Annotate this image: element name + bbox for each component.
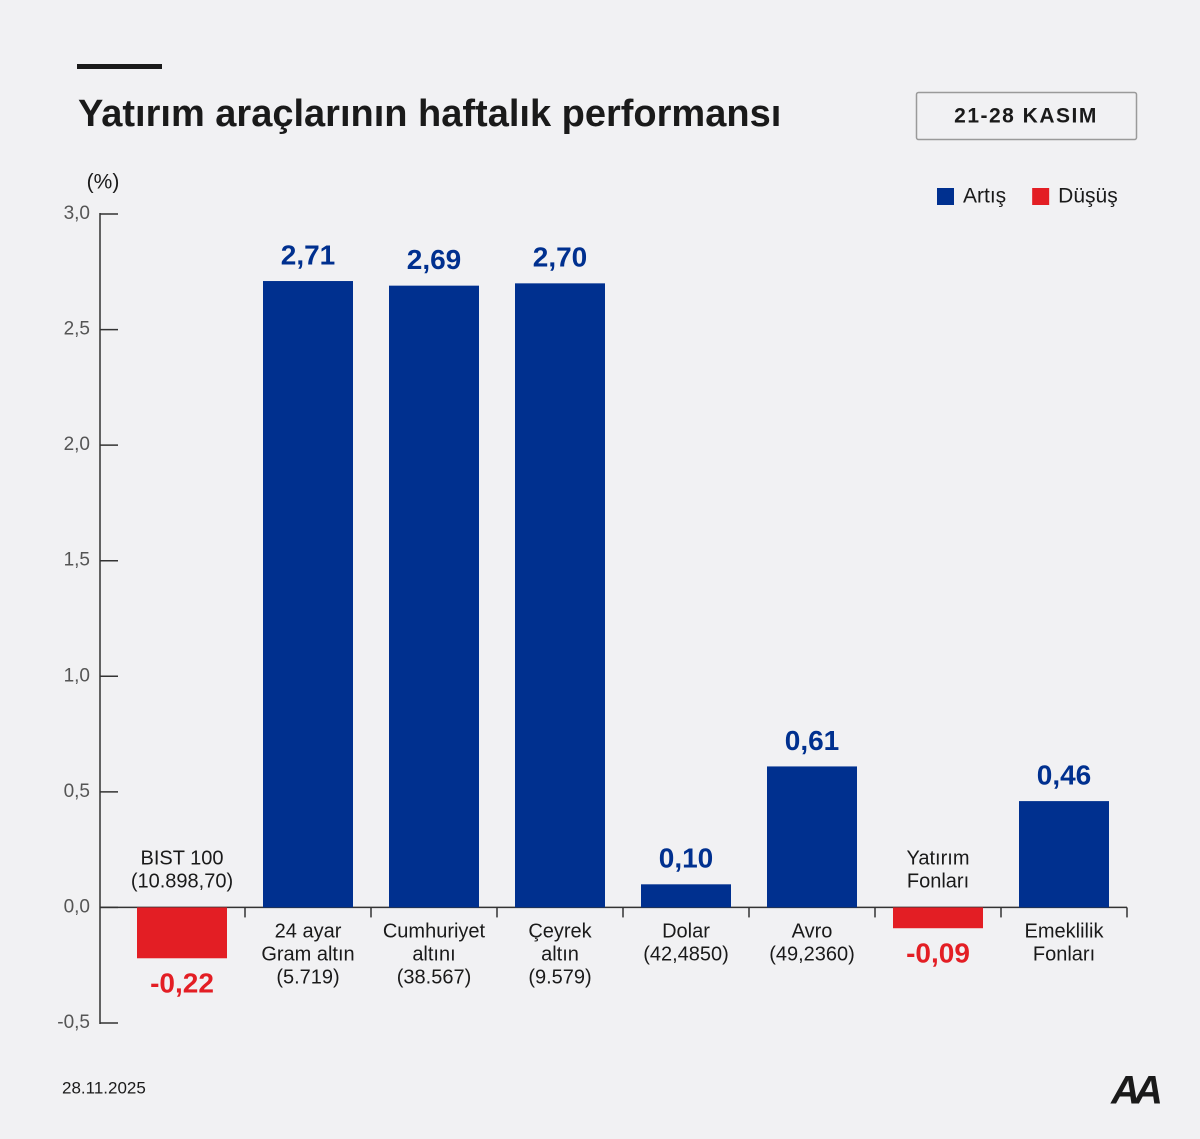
x-tick-label: Fonları (907, 871, 969, 893)
legend-swatch (937, 188, 954, 205)
x-tick-label: (10.898,70) (131, 871, 233, 893)
y-tick-label: 1,5 (64, 550, 90, 571)
bar (515, 283, 605, 908)
legend-label: Düşüş (1058, 185, 1118, 208)
bar (389, 285, 479, 908)
y-tick-label: 0,0 (64, 896, 90, 917)
legend-label: Artış (963, 185, 1006, 208)
legend-swatch (1032, 188, 1050, 205)
x-tick-label: (5.719) (276, 967, 339, 989)
bar (893, 907, 983, 929)
logo: AA (1110, 1069, 1160, 1113)
x-tick-label: Gram altın (261, 944, 354, 966)
x-tick-label: altın (541, 944, 579, 966)
x-tick-label: 24 ayar (275, 921, 342, 943)
value-label: 0,46 (1037, 759, 1092, 790)
y-tick-label: 1,0 (64, 665, 90, 686)
value-label: 0,61 (785, 725, 840, 756)
x-tick-label: Avro (792, 921, 833, 943)
x-tick-label: (42,4850) (643, 944, 729, 966)
x-tick-label: Yatırım (907, 848, 970, 870)
bar (1019, 801, 1109, 908)
value-label: 2,69 (407, 244, 462, 275)
value-label: -0,22 (150, 968, 214, 999)
x-tick-label: Fonları (1033, 944, 1095, 966)
bar (641, 884, 731, 908)
x-tick-label: BIST 100 (140, 848, 223, 870)
date: 28.11.2025 (62, 1078, 146, 1097)
value-label: 2,71 (281, 239, 336, 270)
value-label: 2,70 (533, 242, 588, 273)
value-label: 0,10 (659, 843, 714, 874)
title-dash (77, 64, 162, 69)
x-tick-label: (9.579) (528, 967, 591, 989)
x-tick-label: (49,2360) (769, 944, 855, 966)
y-tick-label: 3,0 (64, 203, 90, 224)
x-tick-label: Çeyrek (528, 921, 592, 943)
x-tick-label: (38.567) (397, 967, 472, 989)
y-tick-label: 2,0 (64, 434, 90, 455)
badge-box (915, 91, 1138, 141)
y-tick-label: -0,5 (57, 1012, 90, 1033)
x-tick-label: altını (412, 944, 455, 966)
chart-title: Yatırım araçlarının haftalık performansı (78, 93, 781, 135)
value-label: -0,09 (906, 938, 970, 969)
bar (767, 766, 857, 908)
y-tick-label: 0,5 (64, 781, 90, 802)
x-tick-label: Cumhuriyet (383, 921, 486, 943)
badge: 21-28 KASIM (954, 105, 1098, 128)
y-tick-label: 2,5 (64, 319, 90, 340)
x-tick-label: Emeklilik (1025, 921, 1105, 943)
y-unit: (%) (87, 171, 120, 194)
bar (137, 907, 227, 959)
x-tick-label: Dolar (662, 921, 710, 943)
bar (263, 281, 353, 908)
